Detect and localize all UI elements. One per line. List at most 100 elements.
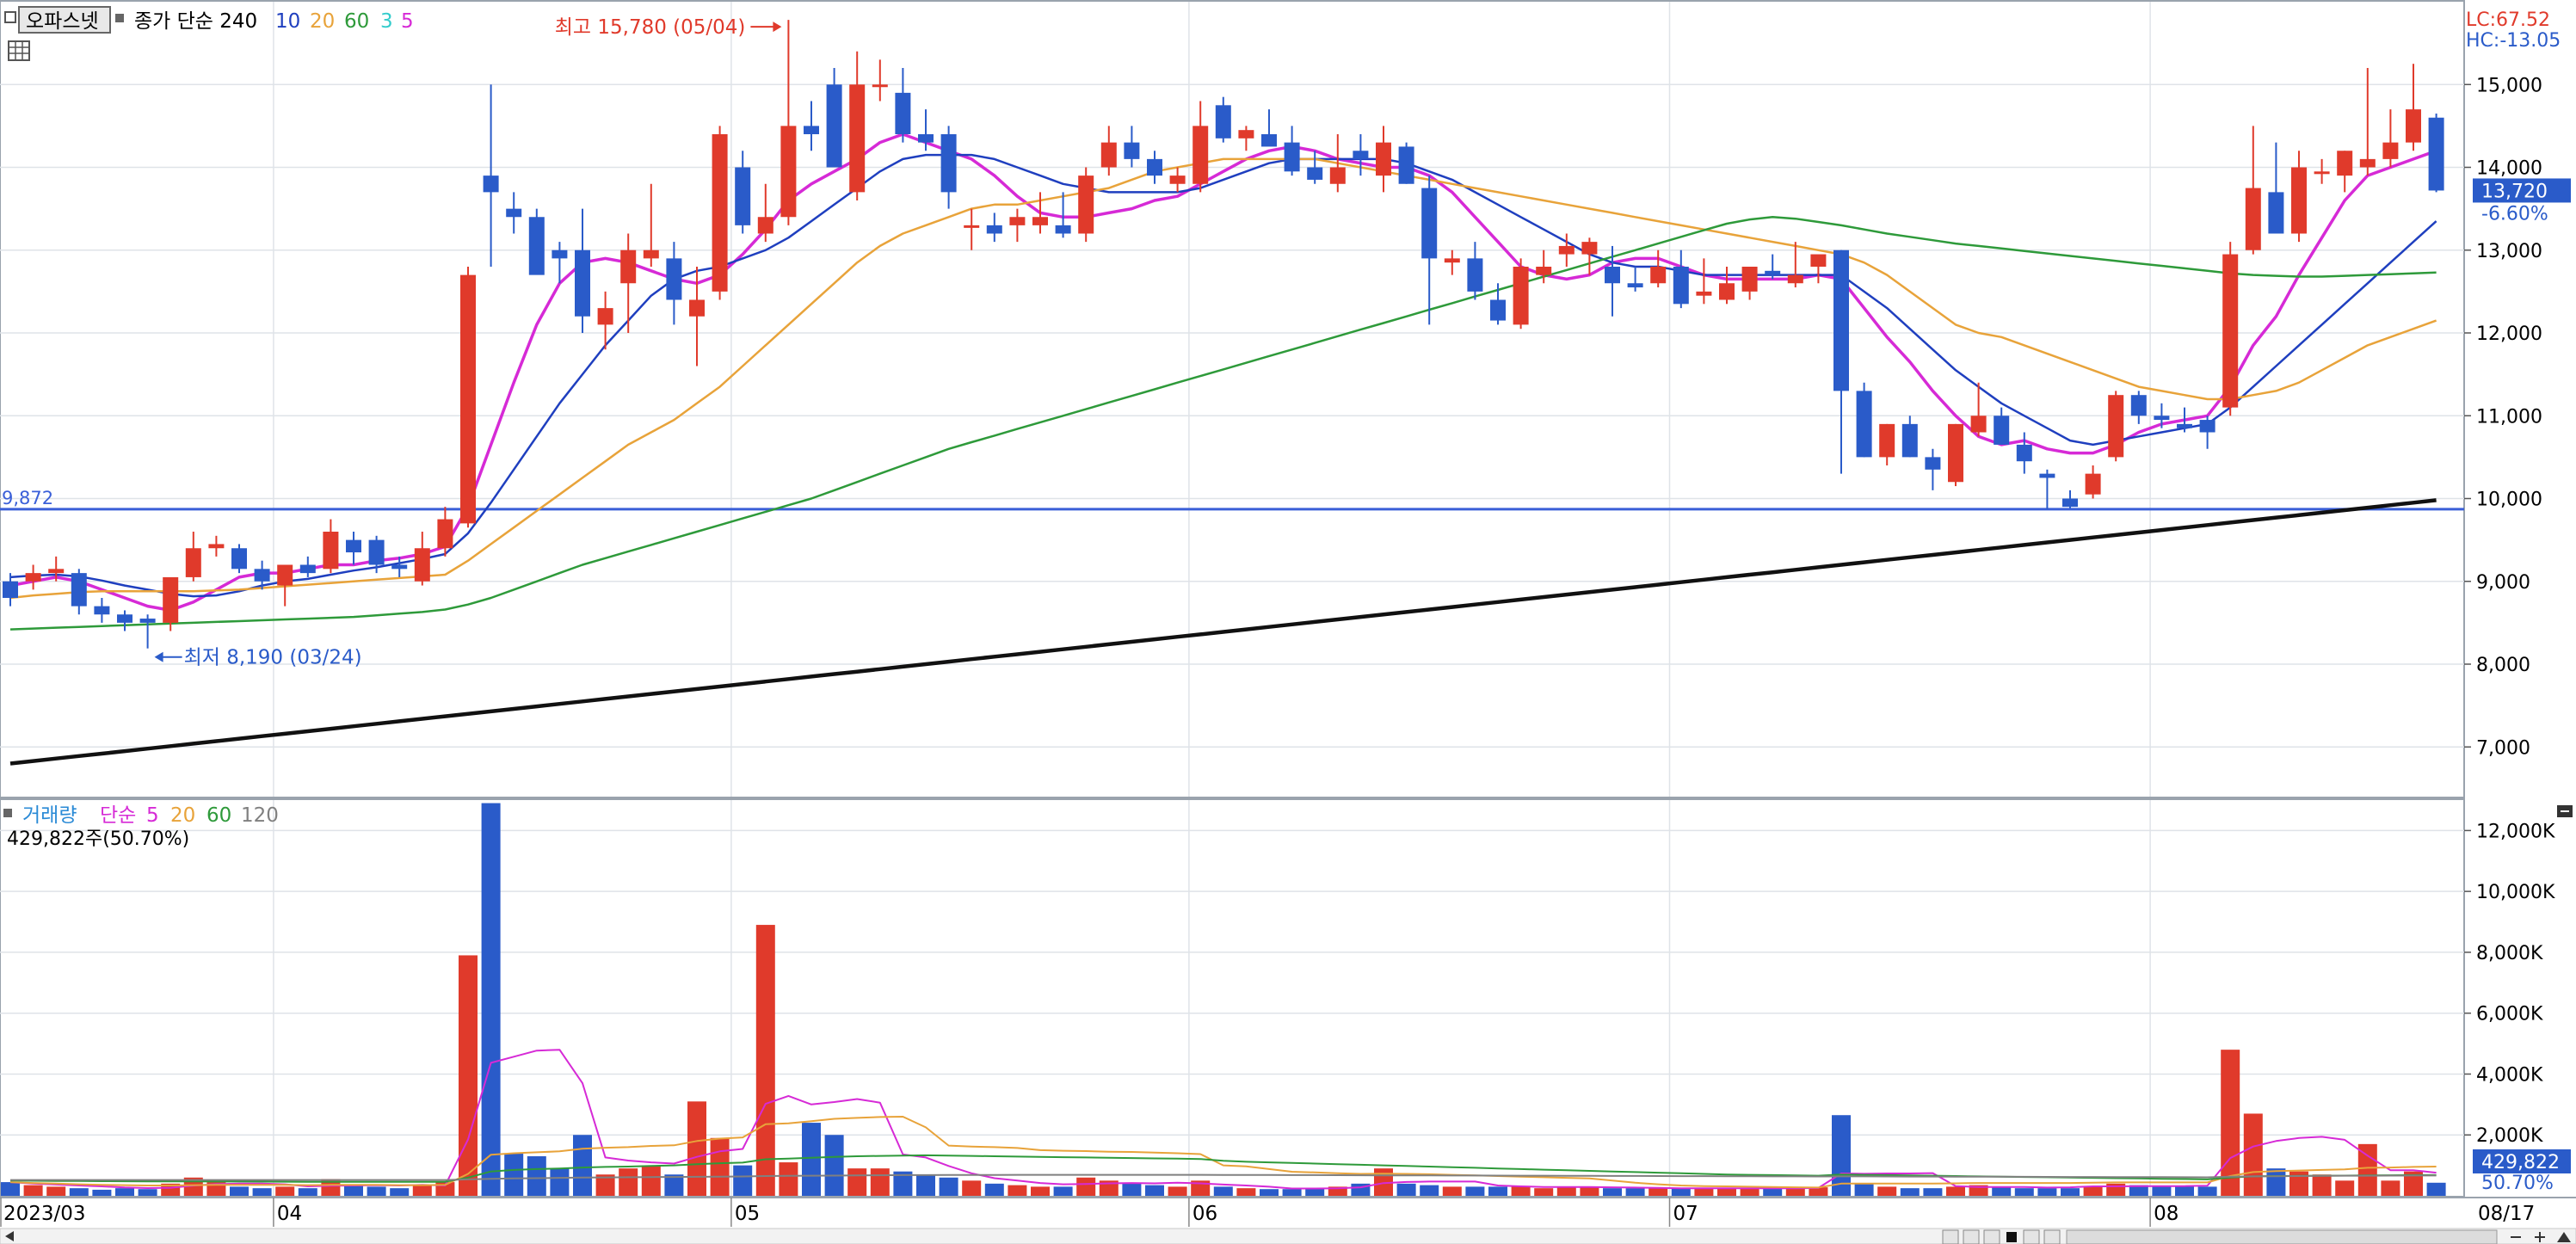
volume-bar[interactable] xyxy=(1488,1186,1507,1196)
candle[interactable] xyxy=(1307,151,1323,184)
volume-bar[interactable] xyxy=(779,1162,798,1196)
volume-bar[interactable] xyxy=(595,1174,615,1196)
candle[interactable] xyxy=(2428,113,2444,193)
candle[interactable] xyxy=(620,233,637,334)
candle[interactable] xyxy=(2062,490,2078,509)
scroll-thumb[interactable] xyxy=(2066,1229,2498,1244)
candle[interactable] xyxy=(986,212,1002,243)
candle[interactable] xyxy=(1353,134,1369,176)
candle[interactable] xyxy=(1696,258,1712,305)
volume-bar[interactable] xyxy=(23,1185,43,1196)
volume-checkbox-icon[interactable] xyxy=(3,809,12,817)
candle[interactable] xyxy=(757,183,773,243)
volume-bar[interactable] xyxy=(2266,1168,2286,1196)
candle[interactable] xyxy=(2085,465,2101,499)
candle[interactable] xyxy=(1398,142,1414,184)
volume-bar[interactable] xyxy=(1396,1183,1416,1196)
candle[interactable] xyxy=(71,569,87,615)
volume-bar[interactable] xyxy=(1923,1188,1943,1196)
candle[interactable] xyxy=(2222,242,2239,416)
candle[interactable] xyxy=(1444,249,1460,275)
volume-bar[interactable] xyxy=(2037,1188,2057,1196)
candle[interactable] xyxy=(437,507,453,557)
volume-bar[interactable] xyxy=(1580,1186,1599,1196)
volume-bar[interactable] xyxy=(2312,1174,2332,1196)
volume-bar[interactable] xyxy=(733,1165,753,1196)
volume-bar[interactable] xyxy=(1282,1189,1302,1196)
volume-bar[interactable] xyxy=(1763,1188,1783,1196)
candle[interactable] xyxy=(2382,109,2399,168)
candle[interactable] xyxy=(1284,126,1300,176)
volume-bar[interactable] xyxy=(2221,1050,2240,1196)
volume-bar[interactable] xyxy=(230,1186,249,1196)
stock-name-box[interactable] xyxy=(18,6,111,34)
candle[interactable] xyxy=(1581,237,1598,275)
volume-bar[interactable] xyxy=(321,1179,341,1196)
candle[interactable] xyxy=(689,267,705,366)
volume-bar[interactable] xyxy=(1,1182,20,1196)
candle[interactable] xyxy=(2291,151,2307,243)
volume-bar[interactable] xyxy=(939,1177,958,1196)
volume-bar[interactable] xyxy=(481,803,501,1196)
candle[interactable] xyxy=(2016,432,2032,474)
volume-bar[interactable] xyxy=(1854,1183,1874,1196)
grid-toggle-icon[interactable] xyxy=(8,40,30,61)
volume-bar[interactable] xyxy=(2061,1188,2080,1196)
candle[interactable] xyxy=(597,291,613,350)
candle[interactable] xyxy=(346,532,361,565)
scroll-up-icon[interactable] xyxy=(2557,1232,2571,1242)
volume-bar[interactable] xyxy=(962,1180,982,1196)
volume-bar[interactable] xyxy=(1122,1183,1142,1196)
candle[interactable] xyxy=(231,544,247,574)
volume-bar[interactable] xyxy=(1671,1188,1691,1196)
candle[interactable] xyxy=(735,151,751,234)
volume-bar[interactable] xyxy=(1946,1186,1965,1196)
candle[interactable] xyxy=(208,535,225,557)
price-panel[interactable]: 7,000 8,000 9,000 10,000 11,000 12,000 13,000 1… xyxy=(0,0,2571,798)
volume-bar[interactable] xyxy=(1442,1186,1462,1196)
candle[interactable] xyxy=(2130,391,2147,424)
volume-bar[interactable] xyxy=(710,1137,730,1196)
volume-bar[interactable] xyxy=(1465,1186,1485,1196)
volume-bar[interactable] xyxy=(1625,1188,1645,1196)
volume-bar[interactable] xyxy=(1992,1186,2012,1196)
candle[interactable] xyxy=(964,208,980,250)
candle[interactable] xyxy=(2245,126,2261,255)
volume-bar[interactable] xyxy=(1785,1188,1805,1196)
candle[interactable] xyxy=(2177,407,2192,433)
candle[interactable] xyxy=(895,68,911,143)
volume-bar[interactable] xyxy=(504,1153,524,1196)
candle[interactable] xyxy=(528,208,545,275)
volume-bar[interactable] xyxy=(824,1135,844,1196)
volume-bar[interactable] xyxy=(1877,1186,1897,1196)
volume-bar[interactable] xyxy=(1809,1187,1828,1196)
volume-bar[interactable] xyxy=(2152,1186,2172,1196)
volume-bar[interactable] xyxy=(2404,1171,2423,1196)
candle[interactable] xyxy=(1765,254,1781,280)
candle[interactable] xyxy=(277,564,293,607)
candle[interactable] xyxy=(391,556,408,577)
candle[interactable] xyxy=(117,610,132,631)
candle[interactable] xyxy=(1558,233,1575,268)
candle[interactable] xyxy=(1513,258,1529,329)
volume-bar[interactable] xyxy=(1213,1186,1233,1196)
candle[interactable] xyxy=(1901,416,1918,458)
volume-bar[interactable] xyxy=(1603,1188,1622,1196)
volume-bar[interactable] xyxy=(984,1183,1004,1196)
candle[interactable] xyxy=(414,532,430,586)
volume-bar[interactable] xyxy=(2243,1113,2263,1196)
volume-bar[interactable] xyxy=(1694,1188,1714,1196)
volume-bar[interactable] xyxy=(2175,1186,2194,1196)
volume-bar[interactable] xyxy=(893,1171,913,1196)
candlestick-series[interactable] xyxy=(3,20,2444,649)
candle[interactable] xyxy=(1536,249,1552,284)
volume-bar[interactable] xyxy=(870,1168,890,1196)
candle[interactable] xyxy=(1627,267,1643,292)
candle[interactable] xyxy=(2337,151,2353,193)
volume-bar[interactable] xyxy=(664,1174,684,1196)
volume-bar[interactable] xyxy=(2335,1180,2355,1196)
candle[interactable] xyxy=(1741,267,1758,300)
volume-bar[interactable] xyxy=(573,1135,592,1196)
candle[interactable] xyxy=(25,564,41,590)
volume-bar[interactable] xyxy=(1328,1186,1347,1196)
